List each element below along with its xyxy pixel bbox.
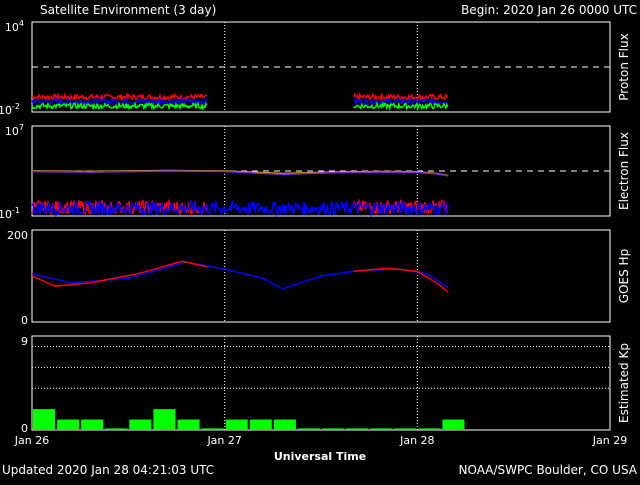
series-noise <box>353 92 449 103</box>
series-noise <box>31 101 208 111</box>
y-tick-label: 0 <box>21 314 28 327</box>
series-noise <box>31 91 208 102</box>
y-tick-label: 10-2 <box>0 102 20 117</box>
begin-time: Begin: 2020 Jan 26 0000 UTC <box>461 3 637 17</box>
chart-title: Satellite Environment (3 day) <box>40 3 216 17</box>
y-tick-label: 9 <box>21 335 28 348</box>
kp-bar <box>177 419 200 430</box>
y-tick-label: 0 <box>21 422 28 435</box>
kp-bar <box>81 419 104 430</box>
kp-bar <box>33 409 56 430</box>
x-tick-label: Jan 29 <box>592 434 627 447</box>
y-axis-label: Proton Flux <box>617 33 631 100</box>
kp-bar <box>418 428 441 430</box>
x-tick-label: Jan 26 <box>14 434 49 447</box>
kp-bar <box>346 428 369 430</box>
x-tick-label: Jan 27 <box>206 434 241 447</box>
kp-bar <box>322 428 345 430</box>
credit: NOAA/SWPC Boulder, CO USA <box>459 463 638 477</box>
series-line <box>353 267 449 293</box>
kp-bar <box>442 419 465 430</box>
series-noise <box>31 198 208 217</box>
y-axis-label: Estimated Kp <box>617 343 631 423</box>
y-axis-label: Electron Flux <box>617 132 631 210</box>
series-line <box>31 260 208 287</box>
x-tick-label: Jan 28 <box>399 434 434 447</box>
y-tick-label: 200 <box>7 229 28 242</box>
kp-bar <box>57 419 80 430</box>
y-tick-label: 107 <box>5 123 24 138</box>
kp-bar <box>153 409 176 430</box>
kp-bar <box>370 428 393 430</box>
series-line <box>31 170 449 177</box>
series-noise <box>353 101 449 112</box>
updated-timestamp: Updated 2020 Jan 28 04:21:03 UTC <box>2 463 214 477</box>
kp-bar <box>297 428 320 430</box>
kp-bar <box>105 428 128 430</box>
series-noise <box>31 199 449 218</box>
kp-bar <box>225 419 248 430</box>
kp-bar <box>129 419 152 430</box>
kp-bar <box>394 428 417 430</box>
series-line <box>31 261 449 290</box>
y-axis-label: GOES Hp <box>617 249 631 303</box>
panel-frame <box>31 335 611 431</box>
kp-bar <box>201 428 224 430</box>
kp-bar <box>273 419 296 430</box>
y-tick-label: 10-1 <box>0 206 20 221</box>
kp-bar <box>249 419 272 430</box>
y-tick-label: 104 <box>5 19 24 34</box>
x-axis-label: Universal Time <box>274 450 366 463</box>
series-noise <box>353 96 449 107</box>
